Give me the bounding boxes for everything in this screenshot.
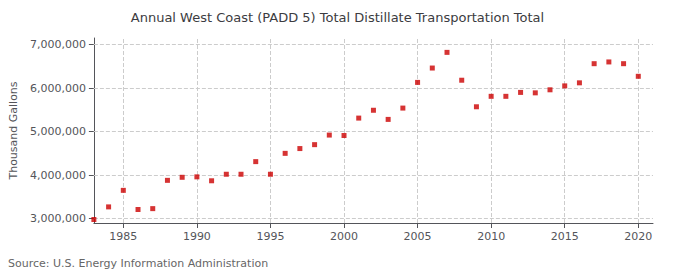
svg-text:5,000,000: 5,000,000 bbox=[30, 125, 86, 138]
svg-text:1990: 1990 bbox=[183, 230, 211, 243]
svg-text:2005: 2005 bbox=[404, 230, 432, 243]
svg-text:2015: 2015 bbox=[551, 230, 579, 243]
svg-text:Source: U.S. Energy Informatio: Source: U.S. Energy Information Administ… bbox=[8, 257, 268, 270]
svg-text:3,000,000: 3,000,000 bbox=[30, 212, 86, 225]
svg-text:4,000,000: 4,000,000 bbox=[30, 169, 86, 182]
svg-text:2020: 2020 bbox=[624, 230, 652, 243]
svg-text:Annual West Coast (PADD 5) Tot: Annual West Coast (PADD 5) Total Distill… bbox=[131, 10, 544, 25]
svg-text:2010: 2010 bbox=[477, 230, 505, 243]
svg-text:1985: 1985 bbox=[109, 230, 137, 243]
svg-text:Thousand Gallons: Thousand Gallons bbox=[7, 81, 20, 180]
svg-text:1995: 1995 bbox=[256, 230, 284, 243]
svg-text:6,000,000: 6,000,000 bbox=[30, 82, 86, 95]
svg-text:7,000,000: 7,000,000 bbox=[30, 38, 86, 51]
svg-text:2000: 2000 bbox=[330, 230, 358, 243]
